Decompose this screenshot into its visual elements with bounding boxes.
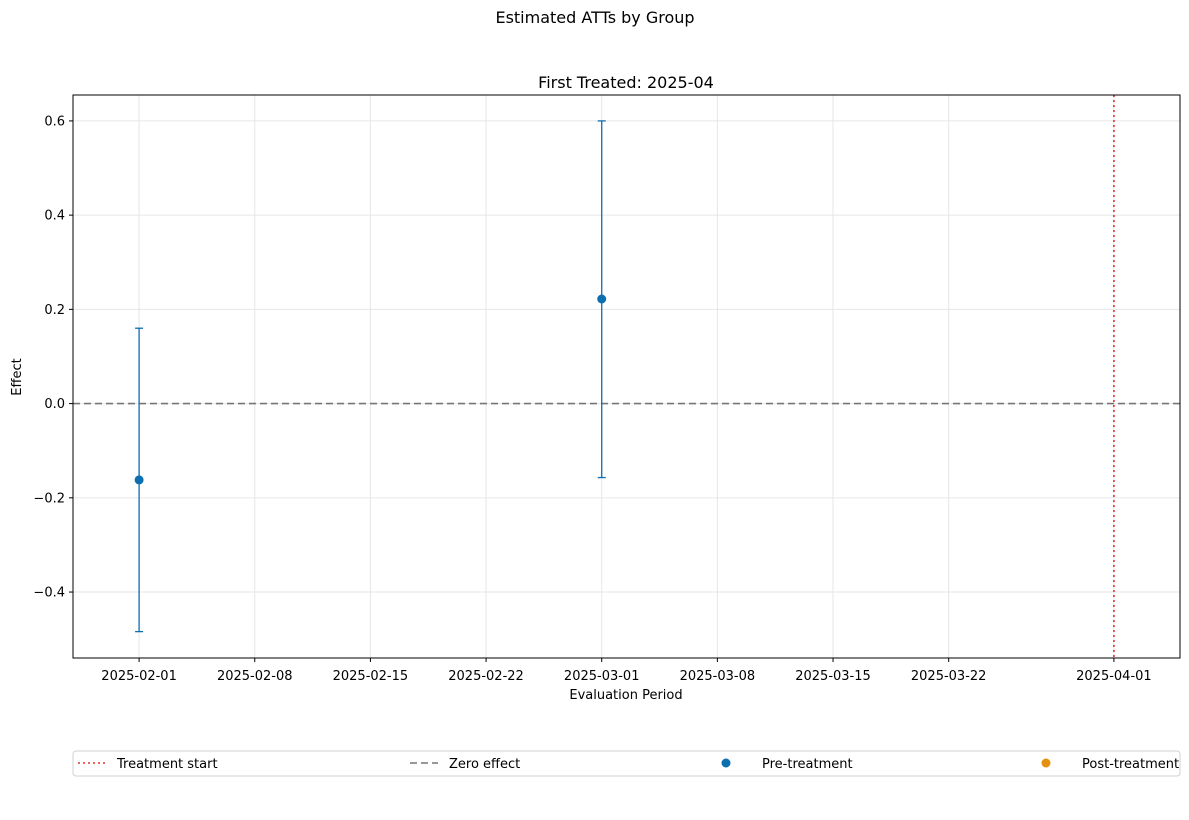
y-tick-label: −0.4 bbox=[33, 586, 65, 601]
legend-label: Post-treatment bbox=[1082, 757, 1179, 772]
x-tick-label: 2025-03-01 bbox=[564, 669, 640, 684]
x-axis-label: Evaluation Period bbox=[569, 688, 682, 703]
reference-lines bbox=[73, 95, 1180, 658]
x-tick-label: 2025-02-08 bbox=[217, 669, 293, 684]
x-tick-label: 2025-04-01 bbox=[1076, 669, 1152, 684]
chart-title: First Treated: 2025-04 bbox=[538, 73, 714, 92]
y-tick-label: 0.0 bbox=[44, 397, 65, 412]
x-tick-label: 2025-03-22 bbox=[911, 669, 987, 684]
y-tick-label: −0.2 bbox=[33, 491, 65, 506]
x-tick-label: 2025-02-01 bbox=[101, 669, 177, 684]
y-axis-ticks: 0.6 0.4 0.2 0.0 −0.2 −0.4 bbox=[33, 114, 73, 601]
data-point bbox=[597, 294, 607, 304]
x-tick-label: 2025-02-15 bbox=[333, 669, 409, 684]
data-point bbox=[134, 475, 144, 485]
data-points bbox=[134, 120, 607, 633]
legend-label: Pre-treatment bbox=[762, 757, 853, 772]
plot-area-frame bbox=[72, 94, 1181, 659]
y-tick-label: 0.6 bbox=[44, 114, 65, 129]
legend-entry: Treatment start bbox=[78, 757, 218, 772]
legend-entry: Zero effect bbox=[410, 757, 520, 772]
y-axis-label: Effect bbox=[10, 358, 25, 395]
legend: Treatment start Zero effect Pre-treatment P… bbox=[72, 750, 1181, 777]
y-tick-label: 0.4 bbox=[44, 209, 65, 224]
x-tick-label: 2025-03-15 bbox=[795, 669, 871, 684]
y-tick-label: 0.2 bbox=[44, 303, 65, 318]
grid bbox=[73, 95, 1180, 658]
legend-label: Zero effect bbox=[449, 757, 520, 772]
x-tick-label: 2025-03-08 bbox=[680, 669, 756, 684]
legend-frame bbox=[72, 750, 1181, 777]
x-tick-label: 2025-02-22 bbox=[448, 669, 524, 684]
chart-suptitle: Estimated ATTs by Group bbox=[495, 8, 694, 27]
legend-dot-swatch bbox=[1041, 758, 1051, 768]
legend-label: Treatment start bbox=[116, 757, 218, 772]
legend-entry: Post-treatment bbox=[1041, 757, 1179, 772]
legend-dot-swatch bbox=[721, 758, 731, 768]
legend-entry: Pre-treatment bbox=[721, 757, 853, 772]
x-axis-ticks: 2025-02-01 2025-02-08 2025-02-15 2025-02-22… bbox=[101, 658, 1152, 684]
